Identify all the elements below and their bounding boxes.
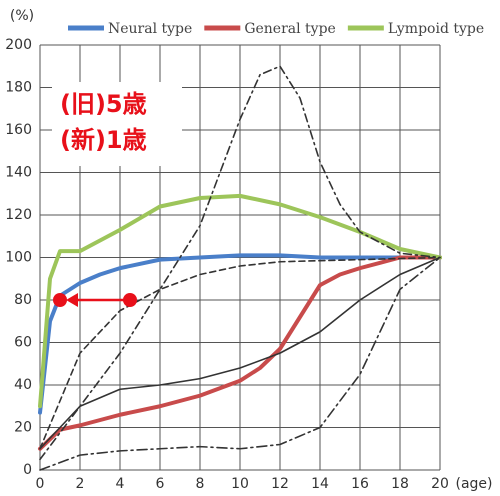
- x-tick-label: 8: [196, 476, 205, 492]
- y-tick-label: 0: [23, 462, 32, 478]
- series-line: [39, 256, 441, 471]
- x-tick-label: 16: [351, 476, 369, 492]
- x-tick-label: 10: [231, 476, 249, 492]
- x-tick-label: 14: [311, 476, 329, 492]
- annotation: (新)1歳: [60, 126, 147, 154]
- y-tick-label: 100: [5, 250, 32, 266]
- y-tick-label: 180: [5, 80, 32, 96]
- series-line: [39, 256, 441, 450]
- y-tick-label: 20: [14, 420, 32, 436]
- legend-label: General type: [244, 21, 336, 37]
- annotation-box: [52, 82, 182, 166]
- y-tick-label: 80: [14, 292, 32, 308]
- x-tick-label: 12: [271, 476, 289, 492]
- y-tick-label: 140: [5, 165, 32, 181]
- x-tick-label: 6: [156, 476, 165, 492]
- series-line: [38, 193, 442, 409]
- y-tick-label: 40: [14, 377, 32, 393]
- x-tick-label: 2: [76, 476, 85, 492]
- y-tick-label: 160: [5, 122, 32, 138]
- annotation: (旧)5歳: [60, 90, 147, 118]
- legend-label: Neural type: [108, 21, 192, 37]
- legend-label: Lympoid type: [388, 21, 484, 37]
- series-line: [39, 256, 441, 450]
- series-line: [38, 253, 442, 415]
- arrow-head: [66, 293, 78, 307]
- x-axis-label: (age): [455, 476, 492, 492]
- arrow-dot: [53, 293, 67, 307]
- arrow-dot: [123, 293, 137, 307]
- x-tick-label: 18: [391, 476, 409, 492]
- x-tick-label: 20: [431, 476, 449, 492]
- series-line: [38, 255, 442, 451]
- y-axis-label: (%): [10, 8, 34, 24]
- series-line: [39, 65, 441, 461]
- y-tick-label: 120: [5, 207, 32, 223]
- x-tick-label: 4: [116, 476, 125, 492]
- x-tick-label: 0: [36, 476, 45, 492]
- y-tick-label: 200: [5, 37, 32, 53]
- y-tick-label: 60: [14, 335, 32, 351]
